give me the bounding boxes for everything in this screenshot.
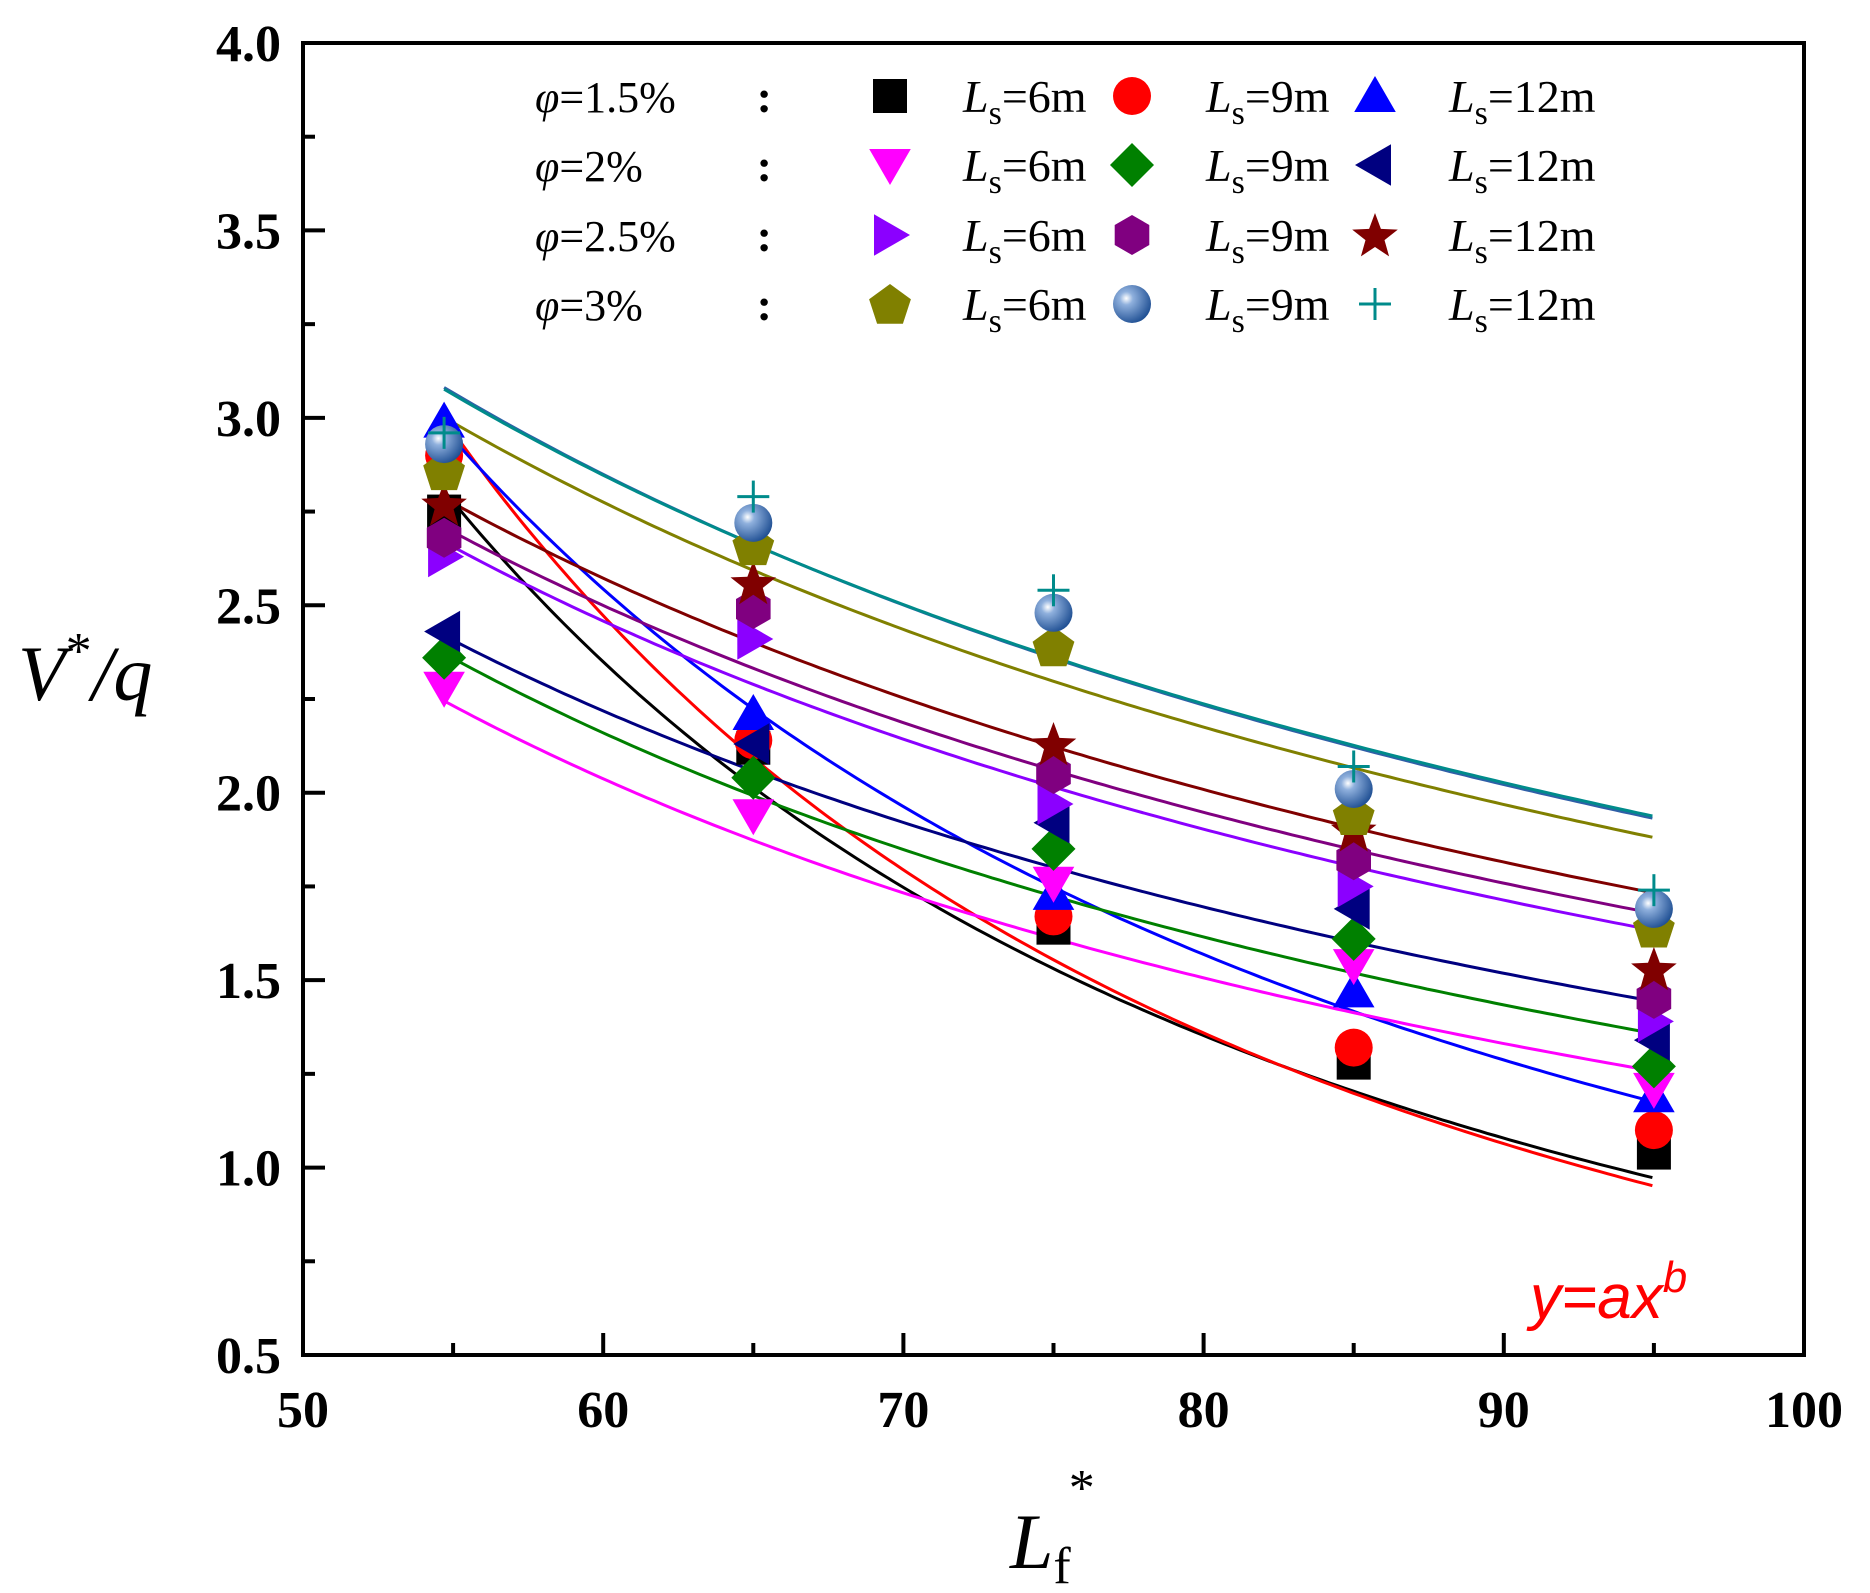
data-point bbox=[1631, 946, 1677, 991]
data-points bbox=[421, 401, 1677, 1170]
data-point bbox=[423, 671, 465, 708]
legend-entry-label: Ls=6m bbox=[962, 210, 1087, 271]
data-point bbox=[1337, 750, 1370, 783]
data-point bbox=[730, 560, 777, 605]
legend-group-colon: : bbox=[757, 279, 772, 330]
data-point bbox=[1333, 888, 1370, 930]
y-tick-label: 3.0 bbox=[216, 391, 281, 448]
legend-marker bbox=[1110, 143, 1154, 187]
data-point bbox=[1033, 801, 1070, 844]
y-tick-label: 0.5 bbox=[216, 1328, 281, 1385]
y-tick-label: 3.5 bbox=[216, 203, 281, 260]
data-point bbox=[1037, 574, 1070, 607]
data-point bbox=[428, 416, 461, 449]
data-point bbox=[737, 480, 770, 513]
x-tick-label: 70 bbox=[877, 1382, 929, 1439]
data-point bbox=[737, 618, 774, 660]
x-tick-label: 60 bbox=[577, 1382, 629, 1439]
data-point bbox=[1030, 722, 1077, 766]
data-point bbox=[1637, 874, 1670, 907]
legend-marker bbox=[1359, 288, 1391, 320]
fit-curve bbox=[442, 418, 1653, 1188]
y-axis-title: V*/q bbox=[18, 623, 152, 717]
data-point bbox=[732, 799, 775, 836]
x-tick-label: 100 bbox=[1765, 1382, 1843, 1439]
fit-curve bbox=[442, 489, 1653, 1180]
legend-marker bbox=[1113, 77, 1151, 115]
data-point bbox=[426, 517, 462, 558]
y-tick-label: 2.5 bbox=[216, 578, 281, 635]
data-point bbox=[1633, 1019, 1670, 1061]
legend-marker bbox=[1354, 76, 1396, 112]
fit-equation-label: y=axb bbox=[1526, 1253, 1687, 1332]
legend-entry-label: Ls=9m bbox=[1205, 279, 1330, 340]
legend-marker bbox=[869, 284, 911, 324]
x-tick-label: 80 bbox=[1178, 1382, 1230, 1439]
legend-group-colon: : bbox=[757, 71, 772, 122]
data-point bbox=[732, 694, 775, 730]
fit-curve bbox=[443, 416, 1653, 839]
legend-group-label: φ=2% bbox=[535, 142, 643, 191]
y-tick-label: 1.5 bbox=[216, 953, 281, 1010]
data-point bbox=[1332, 949, 1375, 986]
data-point bbox=[1634, 889, 1673, 928]
legend-group-label: φ=1.5% bbox=[535, 73, 676, 122]
legend-group-label: φ=3% bbox=[535, 281, 643, 330]
x-axis-title: Lf* bbox=[1009, 1460, 1095, 1593]
data-point bbox=[733, 723, 770, 765]
legend-marker bbox=[1352, 213, 1398, 257]
legend-group-colon: : bbox=[757, 210, 772, 261]
data-point bbox=[1037, 783, 1074, 825]
y-tick-label: 2.0 bbox=[216, 766, 281, 823]
y-tick-label: 1.0 bbox=[216, 1141, 281, 1198]
legend-marker bbox=[1114, 215, 1150, 255]
legend-entry-label: Ls=6m bbox=[962, 140, 1087, 201]
legend-group-label: φ=2.5% bbox=[535, 212, 676, 261]
data-point bbox=[1334, 769, 1373, 808]
x-tick-label: 90 bbox=[1478, 1382, 1530, 1439]
data-point bbox=[1332, 795, 1375, 835]
legend-marker bbox=[873, 79, 907, 113]
data-point bbox=[423, 450, 465, 491]
data-point bbox=[424, 610, 461, 653]
fit-curve bbox=[443, 634, 1653, 1003]
data-point bbox=[1336, 840, 1371, 881]
legend-entry-label: Ls=9m bbox=[1205, 140, 1330, 201]
data-point bbox=[1331, 916, 1376, 961]
legend-entry-label: Ls=9m bbox=[1205, 210, 1330, 271]
data-point bbox=[421, 482, 467, 526]
x-tick-label: 50 bbox=[277, 1382, 329, 1439]
legend-marker bbox=[869, 149, 911, 185]
legend-entry-label: Ls=12m bbox=[1448, 210, 1596, 271]
legend-entry-label: Ls=6m bbox=[962, 279, 1087, 340]
legend-marker bbox=[1113, 285, 1151, 323]
legend-entry-label: Ls=12m bbox=[1448, 71, 1596, 132]
y-tick-label: 4.0 bbox=[216, 16, 281, 73]
data-point bbox=[1034, 593, 1073, 632]
data-point bbox=[1634, 1111, 1673, 1150]
data-point bbox=[1633, 1072, 1675, 1109]
legend-group-colon: : bbox=[757, 140, 772, 191]
data-point bbox=[1334, 1028, 1373, 1067]
legend: φ=1.5%: Ls=6m Ls=9m Ls=12m φ=2%: Ls=6m Ls=9m Ls… bbox=[535, 71, 1596, 340]
data-point bbox=[1036, 754, 1071, 794]
data-point bbox=[731, 755, 776, 800]
data-point bbox=[1032, 866, 1075, 903]
legend-entry-label: Ls=9m bbox=[1205, 71, 1330, 132]
legend-marker bbox=[874, 214, 910, 256]
legend-marker bbox=[1355, 144, 1391, 186]
data-point bbox=[1032, 626, 1075, 667]
data-point bbox=[1636, 978, 1672, 1019]
legend-entry-label: Ls=6m bbox=[962, 71, 1087, 132]
legend-entry-label: Ls=12m bbox=[1448, 279, 1596, 340]
data-point bbox=[734, 503, 773, 542]
data-point bbox=[1332, 971, 1375, 1008]
axes: 50 60 70 80 90 100 0.5 1.0 1.5 2.0 2.5 3.0 3.5 4.0 bbox=[216, 16, 1843, 1439]
legend-entry-label: Ls=12m bbox=[1448, 140, 1596, 201]
